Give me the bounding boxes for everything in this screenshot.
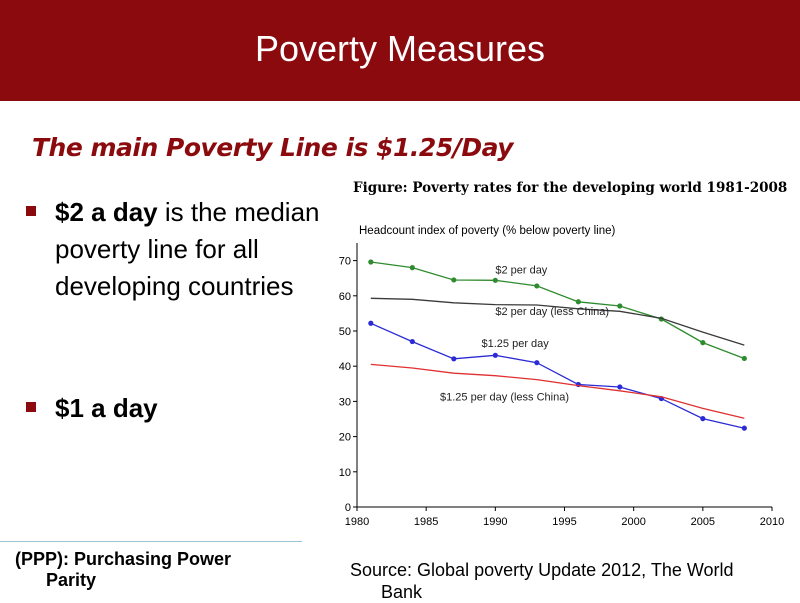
data-point-0	[492, 277, 498, 283]
y-tick-label: 40	[339, 361, 351, 373]
series-line-0	[370, 261, 745, 360]
data-point-0	[741, 355, 747, 362]
y-tick-label: 0	[345, 502, 351, 514]
y-tick-label: 70	[339, 256, 351, 268]
bullet-item: $1 a day	[26, 390, 335, 427]
source-note: Source: Global poverty Update 2012, The …	[350, 559, 734, 603]
y-tick-label: 10	[339, 467, 351, 479]
data-point-0	[451, 277, 457, 283]
x-tick-label: 1995	[552, 516, 576, 528]
x-tick-label: 1990	[483, 516, 507, 528]
series-line-1	[370, 297, 745, 346]
x-tick-label: 2000	[621, 516, 645, 528]
data-point-0	[700, 340, 706, 346]
x-tick-label: 2005	[691, 516, 715, 528]
data-point-2	[368, 320, 374, 326]
data-point-2	[700, 416, 706, 422]
ppp-note-line: Parity	[46, 570, 97, 590]
data-point-0	[368, 259, 374, 265]
source-line: Bank	[381, 582, 423, 602]
chart-title: Figure: Poverty rates for the developing…	[353, 180, 787, 196]
series-line-2	[370, 322, 745, 429]
y-axis-label: Headcount index of poverty (% below pove…	[359, 225, 616, 237]
data-point-0	[534, 283, 540, 289]
series-label: $2 per day	[495, 265, 547, 277]
x-tick-label: 1985	[414, 516, 438, 528]
source-line: Source: Global poverty Update 2012, The …	[350, 560, 734, 580]
y-tick-label: 20	[339, 432, 351, 444]
y-tick-label: 60	[339, 291, 351, 303]
divider	[0, 541, 302, 542]
square-bullet-icon	[26, 402, 36, 412]
data-point-2	[741, 425, 747, 431]
ppp-note: (PPP): Purchasing Power Parity	[15, 549, 231, 591]
data-point-2	[492, 352, 498, 358]
slide-subtitle: The main Poverty Line is $1.25/Day	[32, 133, 514, 162]
series-line-3	[370, 363, 745, 419]
y-tick-label: 30	[339, 396, 351, 408]
square-bullet-icon	[26, 206, 36, 216]
x-tick-label: 1980	[345, 516, 369, 528]
data-point-0	[409, 265, 415, 271]
bullet-bold-text: $2 a day	[55, 197, 158, 227]
series-label: $1.25 per day (less China)	[440, 391, 569, 403]
data-point-2	[451, 356, 457, 362]
data-point-2	[617, 384, 623, 390]
series-label: $1.25 per day	[482, 338, 550, 350]
page-title: Poverty Measures	[254, 28, 546, 69]
series-label: $2 per day (less China)	[495, 306, 609, 318]
data-point-2	[409, 338, 415, 345]
bullet-text: is the median poverty line for all devel…	[55, 197, 320, 301]
title-bar: Poverty Measures	[0, 0, 800, 101]
bullet-bold-text: $1 a day	[55, 393, 158, 423]
ppp-note-line: (PPP): Purchasing Power	[15, 549, 232, 569]
x-tick-label: 2010	[760, 516, 784, 528]
data-point-0	[575, 299, 581, 305]
data-point-2	[534, 360, 540, 366]
y-tick-label: 50	[339, 326, 351, 338]
data-point-0	[617, 303, 623, 309]
poverty-rate-chart: Figure: Poverty rates for the developing…	[339, 180, 788, 528]
bullet-item: $2 a day is the median poverty line for …	[26, 194, 335, 305]
